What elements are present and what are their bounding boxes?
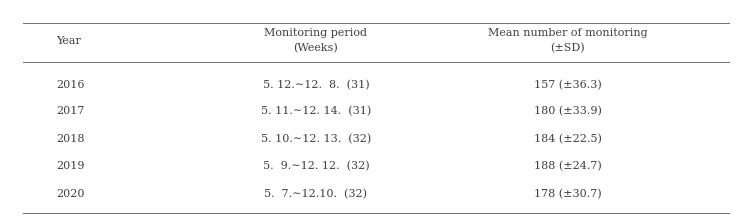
Text: 180 (±33.9): 180 (±33.9): [534, 106, 602, 116]
Text: Year: Year: [56, 36, 81, 46]
Text: 5.  7.∼12.10.  (32): 5. 7.∼12.10. (32): [265, 189, 367, 199]
Text: 2020: 2020: [56, 189, 85, 199]
Text: 2017: 2017: [56, 106, 85, 116]
Text: 5.  9.∼12. 12.  (32): 5. 9.∼12. 12. (32): [262, 161, 369, 171]
Text: 5. 10.∼12. 13.  (32): 5. 10.∼12. 13. (32): [261, 134, 371, 144]
Text: 5. 11.∼12. 14.  (31): 5. 11.∼12. 14. (31): [261, 106, 371, 116]
Text: 178 (±30.7): 178 (±30.7): [534, 189, 602, 199]
Text: Monitoring period
(Weeks): Monitoring period (Weeks): [265, 28, 367, 53]
Text: 188 (±24.7): 188 (±24.7): [534, 161, 602, 171]
Text: 157 (±36.3): 157 (±36.3): [534, 80, 602, 90]
Text: 2018: 2018: [56, 134, 85, 144]
Text: 5. 12.∼12.  8.  (31): 5. 12.∼12. 8. (31): [262, 80, 369, 90]
Text: 2019: 2019: [56, 161, 85, 171]
Text: 184 (±22.5): 184 (±22.5): [534, 134, 602, 144]
Text: 2016: 2016: [56, 80, 85, 90]
Text: Mean number of monitoring
(±SD): Mean number of monitoring (±SD): [488, 28, 647, 53]
